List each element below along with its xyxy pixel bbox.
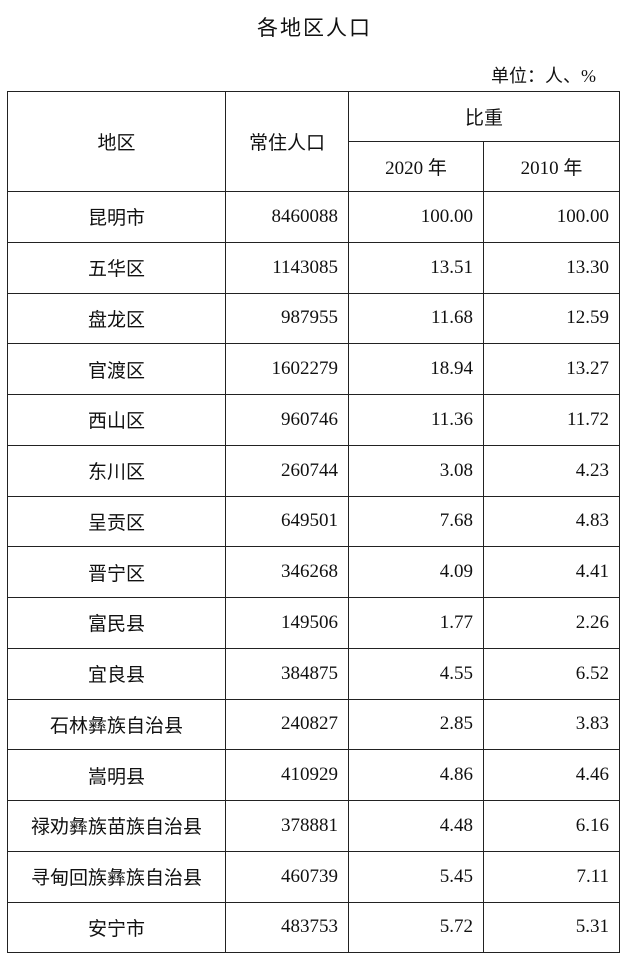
header-cell: 2020 年	[348, 141, 484, 192]
number-cell: 13.51	[348, 241, 484, 294]
table-row: 安宁市 483753 5.72 5.31	[7, 901, 621, 954]
number-cell: 3.83	[482, 698, 621, 751]
header-cell: 2010 年	[482, 141, 621, 192]
number-cell: 4.09	[348, 546, 484, 598]
unit-note: 单位：人、%	[491, 66, 596, 86]
number-cell: 11.72	[482, 394, 621, 446]
region-cell: 安宁市	[7, 901, 226, 954]
number-cell: 5.31	[482, 901, 621, 954]
table-body: 昆明市 8460088 100.00 100.00 五华区 1143085 13.51 13.…	[7, 191, 621, 954]
number-cell: 4.55	[348, 647, 484, 700]
number-cell: 7.68	[348, 495, 484, 548]
table-row: 五华区 1143085 13.51 13.30	[7, 241, 621, 294]
region-cell: 盘龙区	[7, 292, 226, 345]
number-cell: 6.52	[482, 647, 621, 700]
number-cell: 410929	[225, 749, 349, 801]
number-cell: 2.26	[482, 597, 621, 649]
number-cell: 960746	[225, 394, 349, 446]
table-row: 石林彝族自治县 240827 2.85 3.83	[7, 698, 621, 751]
table-row: 昆明市 8460088 100.00 100.00	[7, 191, 621, 243]
number-cell: 7.11	[482, 850, 621, 903]
header-cell: 地区	[7, 91, 226, 192]
region-cell: 宜良县	[7, 647, 226, 700]
number-cell: 4.83	[482, 495, 621, 548]
number-cell: 4.48	[348, 800, 484, 852]
header-cell: 常住人口	[225, 91, 349, 192]
number-cell: 4.46	[482, 749, 621, 801]
number-cell: 384875	[225, 647, 349, 700]
table-row: 东川区 260744 3.08 4.23	[7, 444, 621, 497]
title: 各地区人口	[257, 16, 372, 40]
table-row: 官渡区 1602279 18.94 13.27	[7, 343, 621, 395]
number-cell: 987955	[225, 292, 349, 345]
number-cell: 100.00	[482, 191, 621, 243]
table-row: 禄劝彝族苗族自治县 378881 4.48 6.16	[7, 800, 621, 852]
table-row: 宜良县 384875 4.55 6.52	[7, 647, 621, 700]
number-cell: 378881	[225, 800, 349, 852]
number-cell: 8460088	[225, 191, 349, 243]
header-cell: 比重	[347, 91, 621, 142]
region-cell: 官渡区	[7, 343, 226, 395]
table-row: 西山区 960746 11.36 11.72	[7, 394, 621, 446]
region-cell: 石林彝族自治县	[7, 698, 226, 751]
number-cell: 483753	[225, 901, 349, 954]
region-cell: 晋宁区	[7, 546, 226, 598]
number-cell: 4.23	[482, 444, 621, 497]
region-cell: 禄劝彝族苗族自治县	[7, 800, 226, 852]
number-cell: 1143085	[225, 241, 349, 294]
number-cell: 6.16	[482, 800, 621, 852]
table-row: 晋宁区 346268 4.09 4.41	[7, 546, 621, 598]
number-cell: 4.86	[348, 749, 484, 801]
region-cell: 寻甸回族彝族自治县	[7, 850, 226, 903]
number-cell: 649501	[225, 495, 349, 548]
region-cell: 嵩明县	[7, 749, 226, 801]
region-cell: 富民县	[7, 597, 226, 649]
region-cell: 东川区	[7, 444, 226, 497]
number-cell: 1.77	[348, 597, 484, 649]
region-cell: 五华区	[7, 241, 226, 294]
number-cell: 460739	[225, 850, 349, 903]
number-cell: 2.85	[348, 698, 484, 751]
table-row: 嵩明县 410929 4.86 4.46	[7, 749, 621, 801]
number-cell: 13.30	[482, 241, 621, 294]
number-cell: 11.36	[348, 394, 484, 446]
number-cell: 4.41	[482, 546, 621, 598]
table-row: 富民县 149506 1.77 2.26	[7, 597, 621, 649]
table-row: 寻甸回族彝族自治县 460739 5.45 7.11	[7, 850, 621, 903]
region-cell: 呈贡区	[7, 495, 226, 548]
number-cell: 13.27	[482, 343, 621, 395]
number-cell: 100.00	[348, 191, 484, 243]
region-cell: 西山区	[7, 394, 226, 446]
table-row: 呈贡区 649501 7.68 4.83	[7, 495, 621, 548]
number-cell: 1602279	[225, 343, 349, 395]
population-table: 地区 常住人口 比重 2020 年 2010 年 昆明市 8460088 100.0…	[7, 91, 621, 954]
number-cell: 240827	[225, 698, 349, 751]
number-cell: 18.94	[348, 343, 484, 395]
number-cell: 149506	[225, 597, 349, 649]
number-cell: 260744	[225, 444, 349, 497]
table-row: 盘龙区 987955 11.68 12.59	[7, 292, 621, 345]
number-cell: 5.45	[348, 850, 484, 903]
number-cell: 3.08	[348, 444, 484, 497]
number-cell: 346268	[225, 546, 349, 598]
number-cell: 12.59	[482, 292, 621, 345]
number-cell: 5.72	[348, 901, 484, 954]
region-cell: 昆明市	[7, 191, 226, 243]
number-cell: 11.68	[348, 292, 484, 345]
